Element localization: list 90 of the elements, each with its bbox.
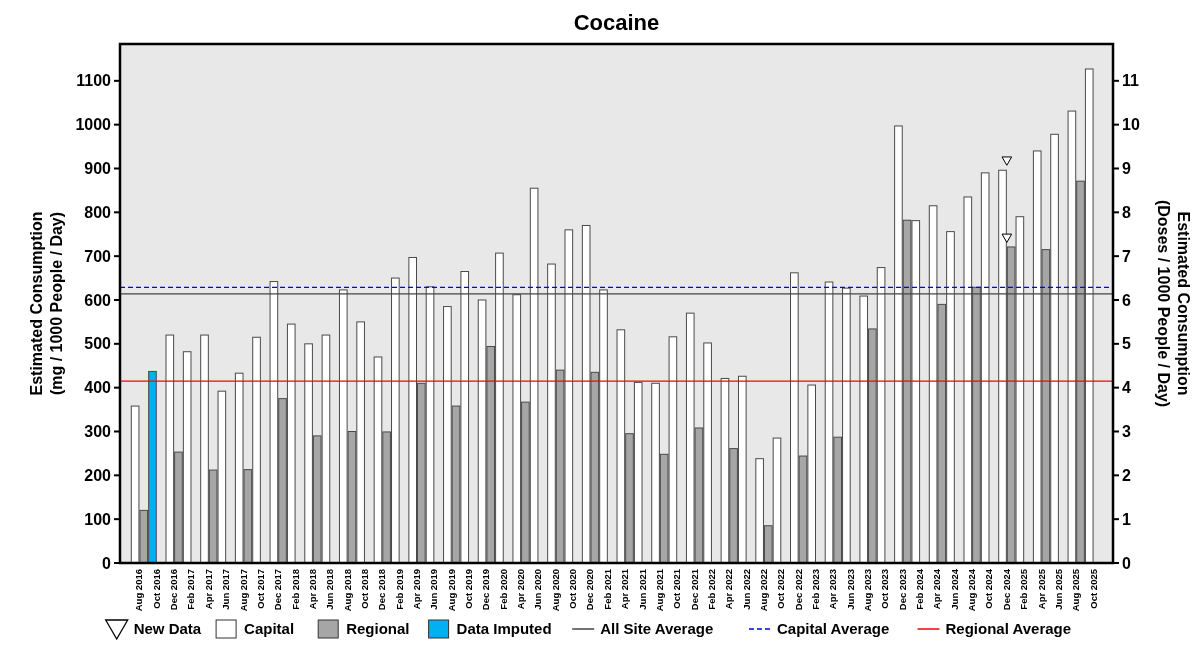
x-tick-label: Feb 2023 <box>810 569 821 610</box>
y-tick-label: 100 <box>84 510 112 528</box>
x-tick-label: Dec 2021 <box>688 568 700 611</box>
legend-label: New Data <box>133 620 202 637</box>
x-tick-label: Jun 2019 <box>428 569 440 610</box>
y-tick-label: 700 <box>84 247 112 265</box>
x-tick-label: Dec 2020 <box>584 569 596 611</box>
x-tick-label: Dec 2017 <box>272 569 284 611</box>
x-tick-label: Aug 2022 <box>757 569 769 612</box>
x-tick-label: Feb 2025 <box>1018 568 1030 610</box>
x-tick-label: Jun 2024 <box>948 568 960 610</box>
y-tick-label: 900 <box>84 160 112 178</box>
legend-label: Data Imputed <box>456 620 552 637</box>
x-tick-label: Aug 2024 <box>966 568 978 612</box>
x-tick-label: Dec 2019 <box>480 569 492 611</box>
y-tick-label: 1000 <box>75 116 112 134</box>
y2-tick-label: 3 <box>1122 423 1131 441</box>
x-tick-label: Feb 2018 <box>289 569 301 610</box>
x-tick-label: Jun 2020 <box>532 569 544 610</box>
y-tick-label: 1100 <box>76 72 112 90</box>
x-tick-label: Aug 2018 <box>341 569 353 612</box>
x-tick-label: Feb 2021 <box>601 568 613 610</box>
x-tick-label: Feb 2017 <box>185 569 197 610</box>
x-tick-label: Aug 2025 <box>1070 568 1082 612</box>
y2-tick-label: 11 <box>1122 72 1140 90</box>
x-tick-label: Apr 2024 <box>931 568 943 610</box>
y2-axis-title: Estimated Consumption (Doses / 1000 People / Day) <box>1155 199 1192 408</box>
x-tick-label: Aug 2023 <box>862 569 874 612</box>
y-tick-label: 500 <box>84 335 112 353</box>
y2-tick-label: 6 <box>1122 291 1131 309</box>
x-tick-label: Aug 2021 <box>653 568 665 612</box>
x-tick-label: Oct 2016 <box>150 569 162 609</box>
x-tick-label: Aug 2019 <box>445 569 457 612</box>
x-tick-label: Oct 2024 <box>983 568 995 609</box>
x-tick-label: Feb 2020 <box>497 569 509 610</box>
x-tick-label: Aug 2017 <box>237 569 249 612</box>
y-tick-label: 600 <box>84 291 112 309</box>
x-tick-label: Oct 2022 <box>775 569 787 609</box>
y-axis-title: Estimated Consumption (mg / 1000 People / Day) <box>28 211 65 396</box>
x-tick-label: Jun 2017 <box>220 569 232 610</box>
legend-label: All Site Average <box>600 620 714 637</box>
x-tick-label: Feb 2022 <box>705 569 717 610</box>
y2-tick-label: 9 <box>1122 160 1131 178</box>
x-tick-label: Apr 2025 <box>1035 568 1047 610</box>
y2-tick-label: 7 <box>1122 247 1131 265</box>
x-tick-label: Jun 2021 <box>636 568 648 610</box>
x-tick-label: Oct 2020 <box>567 569 579 609</box>
x-tick-label: Jun 2018 <box>324 569 336 610</box>
x-tick-label: Oct 2018 <box>358 569 370 609</box>
legend-label: Capital <box>244 620 295 637</box>
x-tick-label: Apr 2022 <box>723 569 735 610</box>
x-tick-label: Apr 2023 <box>827 569 839 610</box>
y2-tick-label: 4 <box>1122 379 1131 397</box>
legend-label: Regional Average <box>945 620 1072 637</box>
x-tick-label: Oct 2017 <box>254 569 266 609</box>
legend-label: Capital Average <box>777 620 890 637</box>
y-tick-label: 300 <box>84 423 112 441</box>
x-tick-label: Oct 2021 <box>671 568 683 609</box>
x-tick-label: Oct 2025 <box>1087 568 1099 609</box>
x-tick-label: Dec 2016 <box>168 569 180 611</box>
x-tick-label: Jun 2022 <box>740 569 752 610</box>
x-tick-label: Apr 2021 <box>619 568 631 610</box>
x-tick-label: Feb 2024 <box>914 568 926 610</box>
x-tick-label: Jun 2023 <box>844 569 856 610</box>
y2-tick-label: 5 <box>1122 335 1131 353</box>
x-tick-label: Jun 2025 <box>1052 568 1064 610</box>
y2-tick-label: 10 <box>1122 116 1140 134</box>
y-tick-label: 800 <box>84 203 112 221</box>
x-tick-label: Aug 2016 <box>133 569 145 612</box>
y2-tick-label: 8 <box>1122 203 1131 221</box>
y2-tick-label: 2 <box>1122 466 1131 484</box>
x-tick-label: Dec 2018 <box>376 569 388 611</box>
x-tick-label: Aug 2020 <box>549 569 561 612</box>
y-tick-label: 0 <box>102 554 112 572</box>
x-tick-label: Apr 2019 <box>411 569 422 610</box>
x-tick-label: Dec 2022 <box>792 569 804 611</box>
x-tick-label: Apr 2018 <box>306 569 318 610</box>
y2-tick-label: 0 <box>1122 554 1131 572</box>
x-tick-label: Apr 2017 <box>202 569 214 610</box>
legend-label: Regional <box>346 620 410 637</box>
chart-title: Cocaine <box>573 10 660 35</box>
x-tick-label: Oct 2019 <box>463 569 475 609</box>
x-tick-label: Feb 2019 <box>393 569 405 610</box>
x-tick-label: Dec 2023 <box>896 569 908 611</box>
y2-tick-label: 1 <box>1122 510 1131 528</box>
y-tick-label: 200 <box>84 466 112 484</box>
y-tick-label: 400 <box>84 379 112 397</box>
x-tick-label: Dec 2024 <box>1000 568 1012 611</box>
x-tick-label: Oct 2023 <box>879 569 891 609</box>
x-tick-label: Apr 2020 <box>515 569 527 610</box>
